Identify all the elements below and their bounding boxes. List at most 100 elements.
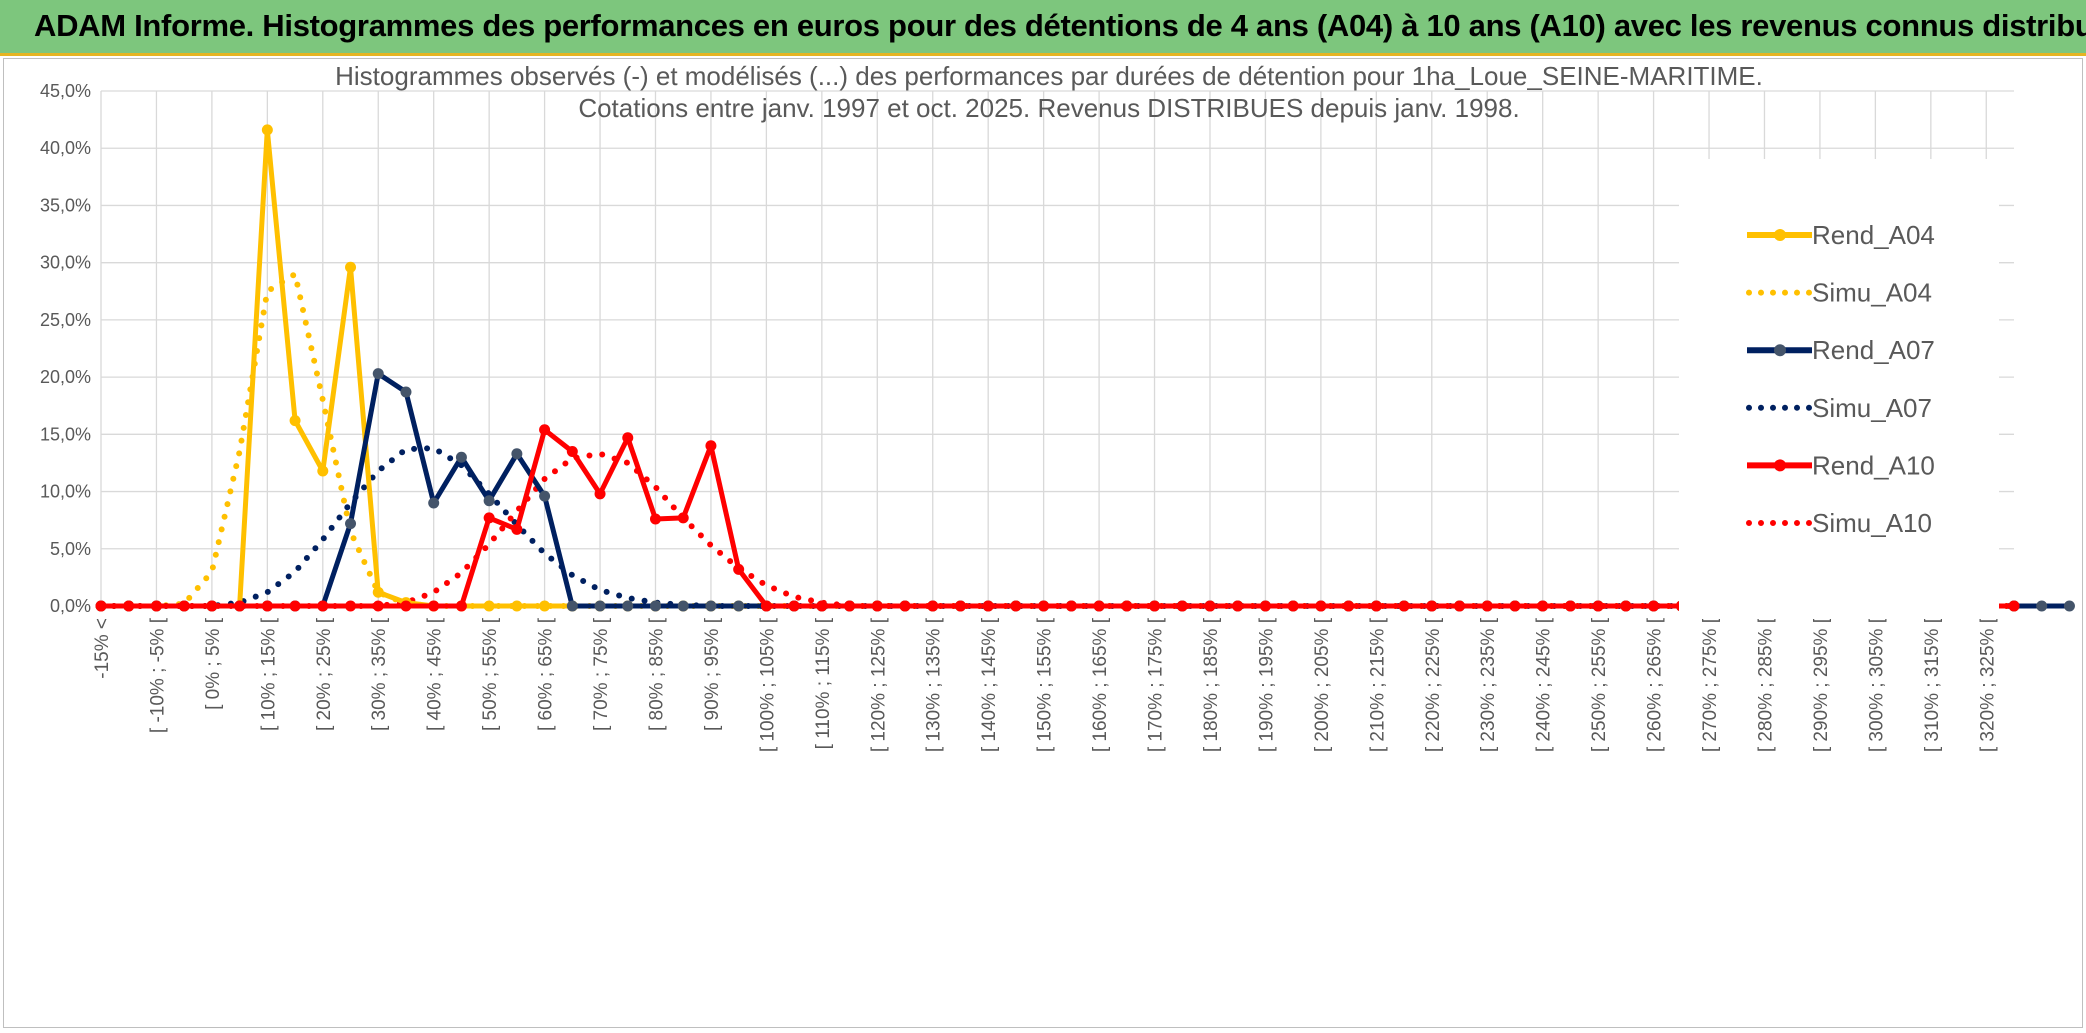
data-point: [1287, 600, 1299, 612]
data-point: [372, 586, 384, 598]
data-point: [788, 600, 800, 612]
data-point: [428, 600, 440, 612]
x-tick-label: [ 150% ; 155% [: [1035, 617, 1056, 752]
data-point: [649, 600, 661, 612]
data-point: [1065, 600, 1077, 612]
data-point: [760, 600, 772, 612]
data-point: [2008, 600, 2020, 612]
data-point: [483, 512, 495, 524]
legend-label: Rend_A04: [1812, 220, 1935, 250]
y-tick-label: 25,0%: [40, 310, 91, 330]
data-point: [705, 440, 717, 452]
data-point: [1010, 600, 1022, 612]
legend-item-rend_a07: Rend_A07: [1747, 335, 1935, 365]
data-point: [622, 432, 634, 444]
data-point: [345, 518, 357, 530]
data-point: [566, 446, 578, 457]
x-tick-label: [ 120% ; 125% [: [868, 617, 889, 752]
data-point: [317, 600, 329, 612]
data-point: [1648, 600, 1660, 612]
x-tick-label: [ 220% ; 225% [: [1423, 617, 1444, 752]
x-tick-label: [ 290% ; 295% [: [1811, 617, 1832, 752]
data-point: [511, 523, 523, 535]
data-point: [2036, 600, 2048, 612]
x-tick-label: [ 20% ; 25% [: [314, 617, 335, 731]
data-point: [733, 563, 745, 575]
x-tick-label: [ 230% ; 235% [: [1478, 617, 1499, 752]
y-tick-label: 10,0%: [40, 482, 91, 502]
legend-item-rend_a04: Rend_A04: [1747, 220, 1935, 250]
x-tick-label: [ 250% ; 255% [: [1589, 617, 1610, 752]
data-point: [428, 497, 440, 509]
legend-marker: [1774, 344, 1786, 357]
data-point: [539, 600, 551, 612]
data-point: [1370, 600, 1382, 612]
x-tick-label: [ 300% ; 305% [: [1866, 617, 1887, 752]
data-point: [1204, 600, 1216, 612]
data-point: [1398, 600, 1410, 612]
legend-marker: [1774, 229, 1786, 241]
data-point: [705, 600, 717, 612]
data-point: [733, 600, 745, 612]
x-tick-label: [ 280% ; 285% [: [1755, 617, 1776, 752]
data-point: [234, 600, 246, 612]
data-point: [372, 368, 384, 380]
legend-item-simu_a10: Simu_A10: [1746, 508, 1932, 538]
x-tick-label: [ -10% ; -5% [: [147, 617, 168, 733]
y-tick-label: 35,0%: [40, 195, 91, 215]
data-point: [261, 124, 273, 136]
data-point: [261, 600, 273, 612]
x-tick-label: [ 70% ; 75% [: [591, 617, 612, 731]
legend-label: Simu_A10: [1812, 508, 1932, 538]
x-tick-label: [ 170% ; 175% [: [1146, 617, 1167, 752]
y-tick-label: 45,0%: [40, 81, 91, 101]
data-point: [1426, 600, 1438, 612]
data-point: [95, 600, 107, 612]
data-point: [178, 600, 190, 612]
x-tick-label: [ 90% ; 95% [: [702, 617, 723, 731]
data-point: [1315, 600, 1327, 612]
data-point: [455, 451, 467, 463]
data-point: [954, 600, 966, 612]
data-point: [289, 600, 301, 612]
y-axis-ticks: 0,0% 5,0% 10,0% 15,0% 20,0% 25,0% 30,0% 35,0% 40…: [40, 81, 91, 616]
x-tick-label: -15% <: [92, 618, 113, 679]
chart-title: Histogrammes observés (-) et modélisés (…: [335, 61, 1763, 123]
data-point: [150, 600, 162, 612]
legend-label: Rend_A07: [1812, 335, 1935, 365]
data-point: [511, 448, 523, 460]
data-point: [899, 600, 911, 612]
legend-marker: [1774, 459, 1786, 472]
data-point: [289, 415, 301, 427]
legend-background: [1679, 159, 1999, 619]
x-tick-label: [ 60% ; 65% [: [536, 617, 557, 731]
data-point: [345, 600, 357, 612]
x-tick-label: [ 0% ; 5% [: [203, 617, 224, 710]
data-point: [511, 600, 523, 612]
data-point: [400, 386, 412, 398]
data-point: [816, 600, 828, 612]
legend-item-rend_a10: Rend_A10: [1747, 450, 1935, 480]
data-point: [2063, 600, 2075, 612]
y-tick-label: 20,0%: [40, 367, 91, 387]
x-tick-label: [ 260% ; 265% [: [1645, 617, 1666, 752]
data-point: [982, 600, 994, 612]
legend: Rend_A04 Simu_A04 Rend_A07 Simu_A07 Rend_A10…: [1679, 159, 1999, 619]
x-tick-label: [ 30% ; 35% [: [369, 617, 390, 731]
y-tick-label: 30,0%: [40, 253, 91, 273]
x-tick-label: [ 320% ; 325% [: [1977, 617, 1998, 752]
data-point: [1592, 600, 1604, 612]
data-point: [345, 261, 357, 273]
data-point: [1620, 600, 1632, 612]
data-point: [372, 600, 384, 612]
data-point: [539, 424, 551, 436]
data-point: [1537, 600, 1549, 612]
data-point: [1259, 600, 1271, 612]
data-point: [844, 600, 856, 612]
x-tick-label: [ 100% ; 105% [: [757, 617, 778, 752]
data-point: [1343, 600, 1355, 612]
x-tick-label: [ 110% ; 115% [: [813, 617, 834, 749]
data-point: [1093, 600, 1105, 612]
data-point: [317, 465, 329, 477]
data-point: [400, 600, 412, 612]
